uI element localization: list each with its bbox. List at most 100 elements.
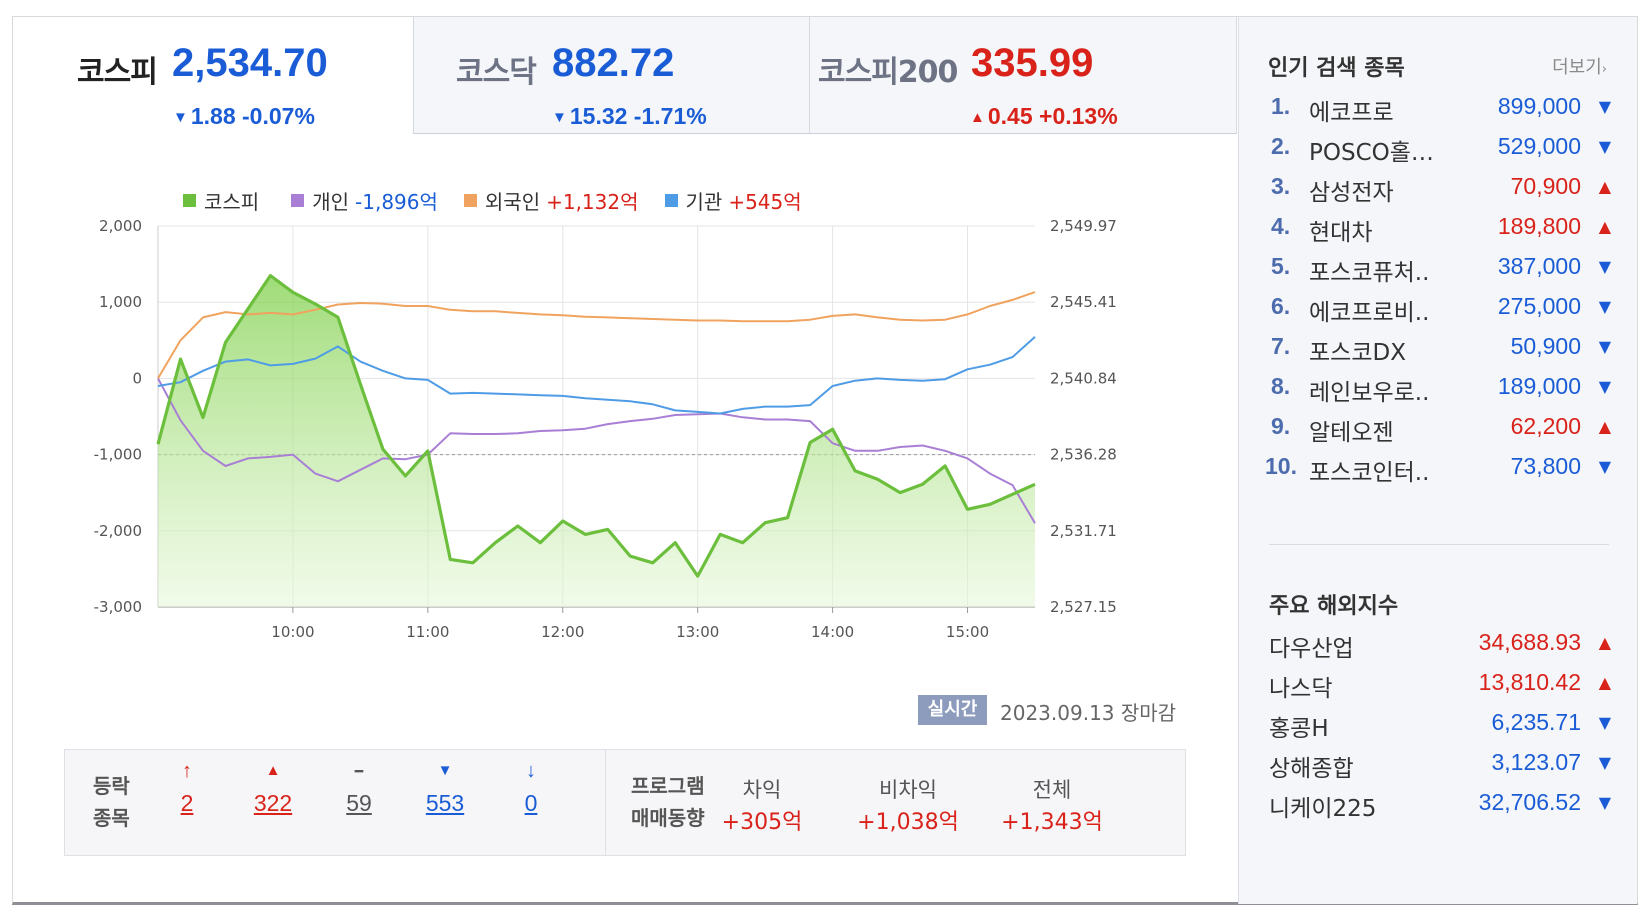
- lower-limit-arrow-icon: ↓: [526, 760, 536, 782]
- program-trading-label-line2: 매매동향: [631, 806, 705, 830]
- y-right-tick-label: 2,531.71: [1050, 522, 1117, 540]
- stock-name[interactable]: 알테오젠: [1309, 420, 1394, 446]
- index-value: 6,235.71: [1491, 709, 1581, 735]
- legend-label: 외국인: [484, 190, 541, 214]
- x-tick-label: 11:00: [406, 623, 449, 641]
- widget-frame: [12, 16, 1638, 905]
- index-name[interactable]: 홍콩H: [1269, 716, 1329, 742]
- down-triangle-icon: ▼: [1598, 793, 1611, 812]
- up-triangle-icon: ▲: [1598, 673, 1611, 692]
- popular-item[interactable]: 6. 에코프로비.. 275,000 ▼: [1271, 293, 1611, 333]
- rising-count[interactable]: ▲ 322: [243, 756, 303, 820]
- legend-item-individual[interactable]: 개인 -1,896억: [291, 186, 438, 215]
- index-name[interactable]: 상해종합: [1269, 756, 1354, 782]
- overseas-index-item[interactable]: 다우산업 34,688.93 ▲: [1269, 629, 1611, 669]
- y-right-tick-label: 2,549.97: [1050, 217, 1117, 235]
- down-triangle-icon: ▼: [1598, 713, 1611, 732]
- down-triangle-icon: ▼: [1598, 137, 1611, 156]
- index-name[interactable]: 니케이225: [1269, 796, 1377, 822]
- legend-item-institution[interactable]: 기관 +545억: [664, 186, 802, 215]
- popular-item[interactable]: 7. 포스코DX 50,900 ▼: [1271, 333, 1611, 373]
- tab-kospi200[interactable]: 코스피200 335.99 ▲ 0.45 +0.13%: [809, 17, 1237, 134]
- x-tick-label: 15:00: [946, 623, 989, 641]
- stock-name[interactable]: 레인보우로..: [1309, 380, 1430, 406]
- falling-count[interactable]: ▼ 553: [415, 756, 475, 820]
- popular-item[interactable]: 10. 포스코인터.. 73,800 ▼: [1265, 453, 1611, 493]
- unchanged-count[interactable]: ━ 59: [329, 756, 389, 820]
- rank-number: 10.: [1265, 453, 1297, 479]
- popular-item[interactable]: 2. POSCO홀… 529,000 ▼: [1271, 133, 1611, 173]
- down-triangle-icon: ▼: [1598, 337, 1611, 356]
- advance-decline-label-line1: 등락: [93, 774, 130, 798]
- popular-item[interactable]: 1. 에코프로 899,000 ▼: [1271, 93, 1611, 133]
- program-value: +305억: [721, 810, 803, 835]
- down-triangle-icon: ▼: [1598, 257, 1611, 276]
- series-kospi-line: [156, 274, 1036, 578]
- count-link[interactable]: 2: [180, 790, 194, 816]
- tab-name: 코스닥: [456, 55, 537, 90]
- count-link[interactable]: 59: [346, 790, 372, 816]
- rank-number: 9.: [1271, 413, 1291, 439]
- popular-item[interactable]: 9. 알테오젠 62,200 ▲: [1271, 413, 1611, 453]
- up-triangle-icon: ▲: [970, 109, 985, 126]
- x-tick-label: 13:00: [676, 623, 719, 641]
- count-link[interactable]: 322: [253, 790, 293, 816]
- more-link[interactable]: 더보기›: [1552, 53, 1607, 79]
- popular-item[interactable]: 8. 레인보우로.. 189,000 ▼: [1271, 373, 1611, 413]
- legend-item-foreign[interactable]: 외국인 +1,132억: [463, 186, 639, 215]
- tab-value: 882.72: [552, 41, 675, 85]
- stock-name[interactable]: 포스코인터..: [1309, 460, 1430, 486]
- lower-limit-count[interactable]: ↓ 0: [501, 756, 561, 820]
- tab-kosdaq[interactable]: 코스닥 882.72 ▼ 15.32 -1.71%: [413, 17, 809, 134]
- overseas-index-item[interactable]: 상해종합 3,123.07 ▼: [1269, 749, 1611, 789]
- overseas-index-item[interactable]: 홍콩H 6,235.71 ▼: [1269, 709, 1611, 749]
- program-value: +1,038억: [857, 810, 959, 835]
- stock-price: 387,000: [1497, 253, 1581, 279]
- x-tick-label: 10:00: [271, 623, 314, 641]
- legend-swatch: [291, 194, 305, 207]
- stock-name[interactable]: 포스코DX: [1309, 340, 1406, 366]
- y-left-tick-label: 0: [132, 369, 142, 387]
- overseas-index-item[interactable]: 나스닥 13,810.42 ▲: [1269, 669, 1611, 709]
- program-non-arbitrage: 비차익 +1,038억: [833, 774, 983, 840]
- stock-price: 70,900: [1510, 173, 1581, 199]
- stock-name[interactable]: 현대차: [1309, 220, 1373, 246]
- popular-item[interactable]: 4. 현대차 189,800 ▲: [1271, 213, 1611, 253]
- chart-date: 2023.09.13 장마감: [1000, 701, 1177, 725]
- down-triangle-icon: ▼: [1598, 377, 1611, 396]
- up-triangle-icon: ▲: [265, 762, 281, 779]
- stock-price: 189,800: [1497, 213, 1581, 239]
- popular-item[interactable]: 5. 포스코퓨처.. 387,000 ▼: [1271, 253, 1611, 293]
- popular-item[interactable]: 3. 삼성전자 70,900 ▲: [1271, 173, 1611, 213]
- tab-kospi[interactable]: 코스피 2,534.70 ▼ 1.88 -0.07%: [13, 17, 413, 134]
- count-link[interactable]: 0: [524, 790, 538, 816]
- advance-decline-label: 등락 종목: [93, 770, 130, 834]
- legend-value: +1,132억: [546, 190, 639, 214]
- y-right-tick-label: 2,527.15: [1050, 598, 1117, 616]
- down-triangle-icon: ▼: [1598, 753, 1611, 772]
- realtime-badge: 실시간: [918, 695, 987, 725]
- popular-search-title: 인기 검색 종목: [1268, 56, 1405, 81]
- stock-price: 529,000: [1497, 133, 1581, 159]
- count-link[interactable]: 553: [425, 790, 465, 816]
- stock-name[interactable]: 에코프로비..: [1309, 300, 1430, 326]
- index-name[interactable]: 다우산업: [1269, 636, 1354, 662]
- stock-price: 62,200: [1510, 413, 1581, 439]
- overseas-index-item[interactable]: 니케이225 32,706.52 ▼: [1269, 789, 1611, 829]
- up-triangle-icon: ▲: [1598, 217, 1611, 236]
- series-individual-line: [157, 377, 1036, 524]
- program-trading-label-line1: 프로그램: [631, 774, 705, 798]
- index-value: 34,688.93: [1478, 629, 1581, 655]
- stock-name[interactable]: 삼성전자: [1309, 180, 1394, 206]
- legend-item-kospi[interactable]: 코스피: [183, 186, 265, 215]
- stock-name[interactable]: POSCO홀…: [1309, 140, 1434, 166]
- tab-change: 1.88 -0.07%: [190, 103, 315, 129]
- upper-limit-count[interactable]: ↑ 2: [157, 756, 217, 820]
- stock-name[interactable]: 포스코퓨처..: [1309, 260, 1430, 286]
- rank-number: 2.: [1271, 133, 1291, 159]
- stock-name[interactable]: 에코프로: [1309, 100, 1394, 126]
- down-triangle-icon: ▼: [173, 109, 188, 126]
- index-value: 13,810.42: [1478, 669, 1581, 695]
- y-left-tick-label: -2,000: [94, 522, 142, 540]
- index-name[interactable]: 나스닥: [1269, 676, 1333, 702]
